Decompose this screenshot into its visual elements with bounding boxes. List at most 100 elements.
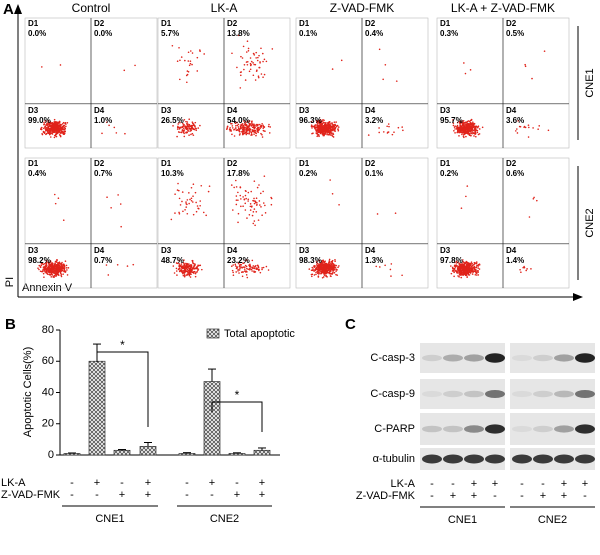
dot	[465, 73, 467, 75]
dot	[236, 199, 238, 201]
dot	[388, 123, 390, 125]
quadrant-name: D2	[227, 19, 238, 28]
dot	[244, 203, 246, 205]
band-label: C-casp-9	[370, 388, 415, 400]
dot	[54, 137, 56, 139]
dot	[66, 267, 68, 269]
dot	[331, 130, 333, 132]
dot	[247, 64, 249, 66]
dot	[64, 128, 66, 130]
dot	[244, 199, 246, 201]
dot	[194, 264, 196, 266]
dot	[229, 127, 231, 129]
dot	[185, 269, 187, 271]
dot	[315, 272, 317, 274]
dot	[464, 129, 466, 131]
dot	[316, 129, 318, 131]
dot	[178, 190, 180, 192]
dot	[244, 126, 246, 128]
dot	[251, 132, 253, 134]
dot	[52, 133, 54, 135]
dot	[239, 268, 241, 270]
row-label: CNE2	[584, 208, 596, 237]
dot	[245, 198, 247, 200]
quadrant-value: 1.4%	[506, 256, 524, 265]
band	[485, 353, 505, 362]
dot	[192, 266, 194, 268]
dot	[179, 266, 181, 268]
dot	[240, 128, 242, 130]
dot	[64, 123, 66, 125]
dot	[192, 133, 194, 135]
dot	[312, 132, 314, 134]
dot	[255, 202, 257, 204]
group-label: CNE2	[210, 513, 239, 525]
dot	[526, 268, 528, 270]
dot	[474, 270, 476, 272]
dot	[457, 270, 459, 272]
dot	[252, 265, 254, 267]
dot	[46, 269, 48, 271]
quadrant-name: D3	[161, 106, 172, 115]
quadrant-value: 0.4%	[365, 29, 383, 38]
dot	[238, 213, 240, 215]
dot	[194, 129, 196, 131]
band	[512, 455, 532, 464]
dot	[266, 266, 268, 268]
dot	[179, 60, 181, 62]
quadrant-value: 0.0%	[94, 29, 112, 38]
dot	[451, 273, 453, 275]
dot	[189, 64, 191, 66]
dot	[60, 273, 62, 275]
dot	[257, 268, 259, 270]
dot	[334, 126, 336, 128]
dot	[62, 129, 64, 131]
band	[554, 354, 574, 361]
dot	[453, 276, 455, 278]
dot	[457, 266, 459, 268]
dot	[180, 126, 182, 128]
dot	[229, 128, 231, 130]
quadrant-name: D4	[365, 246, 376, 255]
dot	[244, 132, 246, 134]
dot	[199, 205, 201, 207]
dot	[188, 51, 190, 53]
quadrant-value: 0.3%	[440, 29, 458, 38]
y-tick-label: 0	[48, 449, 54, 461]
dot	[192, 52, 194, 54]
dot	[197, 57, 199, 59]
quadrant-value: 5.7%	[161, 29, 179, 38]
dot	[477, 132, 479, 134]
dot	[461, 207, 463, 209]
dot	[42, 134, 44, 136]
sign: -	[520, 490, 524, 502]
dot	[318, 136, 320, 138]
dot	[186, 81, 188, 83]
dot	[196, 211, 198, 213]
dot	[172, 125, 174, 127]
dot	[476, 261, 478, 263]
dot	[328, 134, 330, 136]
dot	[60, 274, 62, 276]
dot	[239, 269, 241, 271]
dot	[60, 263, 62, 265]
dot	[258, 67, 260, 69]
dot	[332, 272, 334, 274]
dot	[66, 265, 68, 267]
dot	[46, 127, 48, 129]
dot	[190, 60, 192, 62]
dot	[243, 46, 245, 48]
dot	[50, 267, 52, 269]
y-tick-label: 40	[42, 386, 54, 398]
dot	[188, 267, 190, 269]
dot	[468, 268, 470, 270]
dot	[64, 130, 66, 132]
dot	[262, 53, 264, 55]
dot	[43, 273, 45, 275]
dot	[263, 267, 265, 269]
dot	[471, 261, 473, 263]
dot	[325, 122, 327, 124]
dot	[49, 267, 51, 269]
band-label: C-PARP	[374, 423, 415, 435]
bar	[254, 450, 270, 455]
